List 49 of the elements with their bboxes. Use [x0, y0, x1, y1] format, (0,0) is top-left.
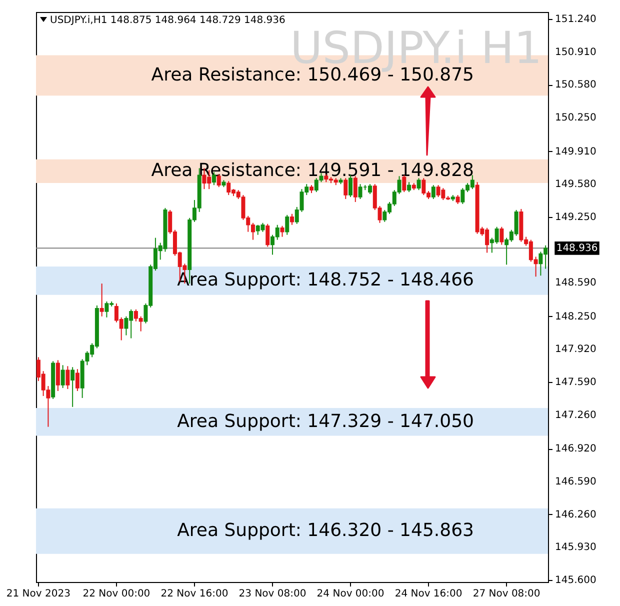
- candlestick: [500, 226, 504, 246]
- candlestick: [100, 283, 104, 317]
- band-label: Area Support: 148.752 - 148.466: [177, 270, 474, 291]
- chart-subtitle: USDJPY.i,H1 148.875 148.964 148.729 148.936: [50, 15, 286, 26]
- candlestick: [66, 366, 70, 390]
- candlestick: [344, 178, 348, 200]
- y-tick-label: 145.930: [555, 542, 596, 554]
- y-tick-label: 148.590: [555, 278, 596, 289]
- y-tick-label: 149.250: [555, 212, 596, 223]
- x-tick-label: 27 Nov 08:00: [472, 588, 540, 600]
- x-tick-label: 21 Nov 2023: [6, 588, 70, 600]
- y-tick-label: 147.590: [555, 377, 596, 388]
- x-tick-label: 22 Nov 16:00: [160, 588, 228, 600]
- y-tick-label: 146.920: [555, 444, 596, 455]
- band-label: Area Support: 146.320 - 145.863: [177, 520, 474, 542]
- y-tick-label: 150.250: [555, 112, 596, 124]
- y-tick-label: 150.910: [555, 46, 596, 58]
- candlestick: [431, 184, 436, 200]
- candlestick: [280, 225, 284, 238]
- candlestick: [70, 366, 75, 408]
- x-tick-label: 22 Nov 00:00: [82, 588, 150, 600]
- band-label: Area Support: 147.329 - 147.050: [177, 410, 474, 432]
- y-tick-label: 146.590: [555, 476, 596, 488]
- candlestick: [285, 214, 290, 236]
- candlestick: [60, 364, 65, 389]
- y-tick-label: 147.260: [555, 410, 596, 421]
- y-tick-label: 149.910: [555, 146, 596, 158]
- x-tick-label: 24 Nov 00:00: [316, 588, 384, 600]
- ref-line-label: 148.936: [556, 243, 598, 254]
- y-tick-label: 151.240: [555, 14, 596, 25]
- candlestick: [348, 174, 353, 198]
- y-tick-label: 150.580: [555, 80, 596, 91]
- y-tick-label: 148.250: [555, 311, 596, 322]
- candlestick: [266, 223, 270, 248]
- y-tick-label: 147.920: [555, 344, 596, 356]
- candlestick: [416, 178, 421, 191]
- x-tick-label: 23 Nov 08:00: [238, 588, 306, 600]
- candlestick: [75, 368, 80, 392]
- candlestick: [402, 174, 406, 193]
- candlestick: [407, 182, 412, 193]
- band-label: Area Resistance: 149.591 - 149.828: [151, 160, 474, 182]
- y-tick-label: 149.580: [555, 179, 596, 190]
- candlestick: [56, 360, 60, 392]
- candlestick: [358, 184, 362, 200]
- x-tick-label: 24 Nov 16:00: [394, 588, 462, 600]
- candlestick: [290, 213, 294, 226]
- candlestick: [353, 176, 358, 202]
- y-tick-label: 145.600: [555, 575, 596, 586]
- y-tick-label: 146.260: [555, 509, 596, 520]
